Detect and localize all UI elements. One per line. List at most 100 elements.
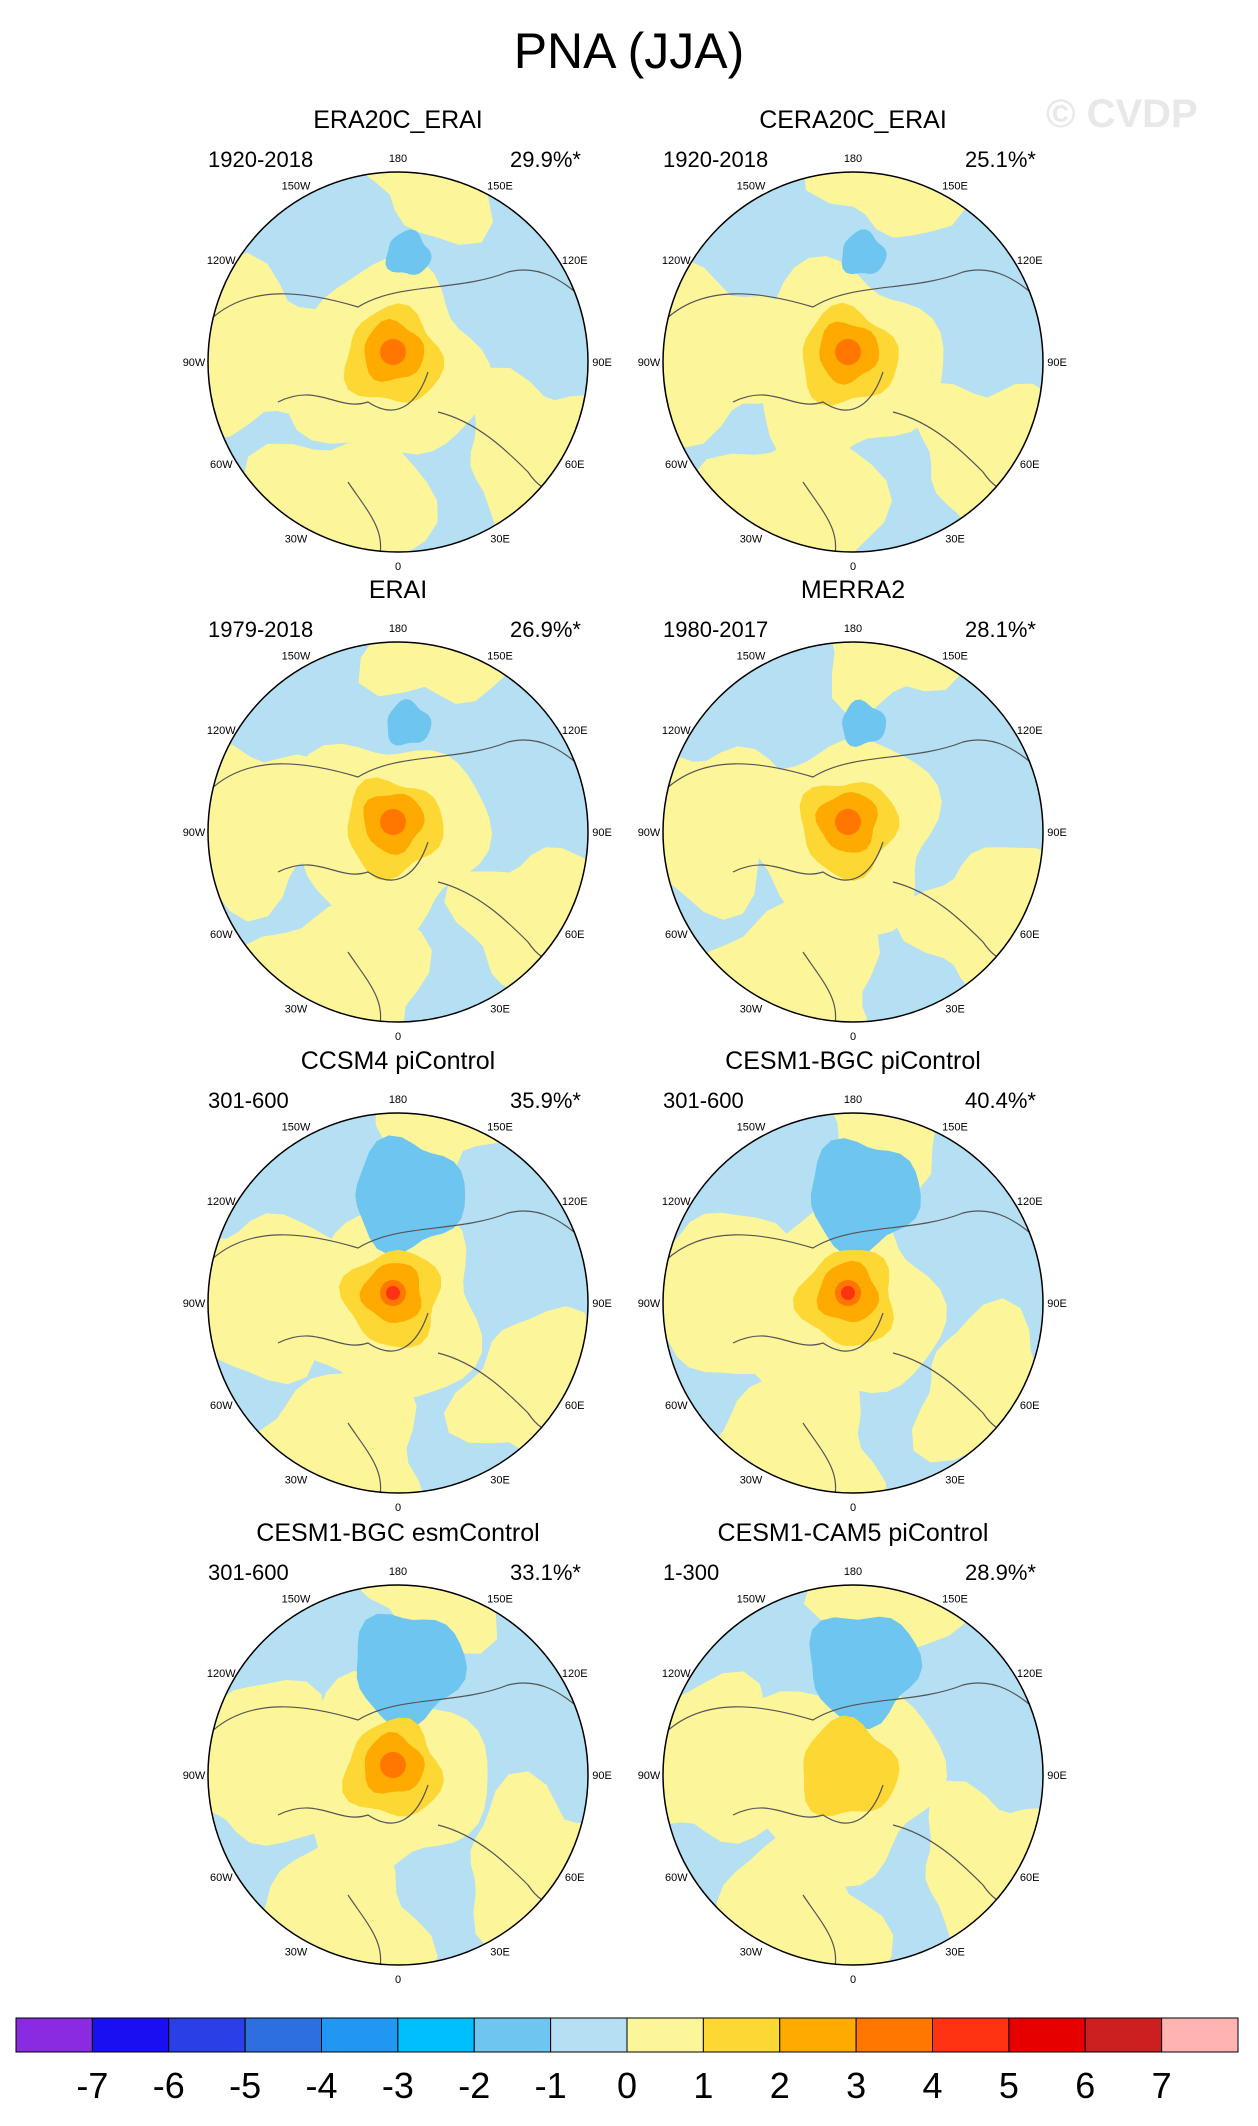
coastline-north [663,1682,1043,1736]
longitude-label: 150E [942,1121,968,1133]
panel-title: CERA20C_ERAI [759,106,947,134]
longitude-label: 90E [1047,1298,1067,1310]
colorbar-segment [473,2017,552,2053]
coastline-south [347,1422,382,1493]
positive-region-west [663,258,800,449]
longitude-label: 30W [285,1004,308,1016]
longitude-label: 60E [565,1872,585,1884]
map-panel-5: CCSM4 piControl 301-600 35.9%* 180 150E 120E 9… [183,1047,612,1514]
watermark: © CVDP [1046,92,1198,136]
positive-region-south [236,1832,438,1965]
figure-title: PNA (JJA) [513,23,745,79]
positive-region-west [208,252,347,440]
colorbar-segment [932,2017,1010,2053]
coastline-center [732,1312,884,1352]
panel-period: 1920-2018 [208,147,313,172]
longitude-label: 90W [183,827,206,839]
negative-region-trough [842,699,887,747]
longitude-label: 120W [207,1668,236,1680]
longitude-label: 150W [737,180,766,192]
positive-region-south [691,434,892,552]
colorbar-segment [321,2017,399,2053]
longitude-label: 120E [562,255,588,267]
positive-region-south [685,1364,888,1493]
longitude-label: 30E [945,1475,965,1487]
longitude-label: 150W [737,650,766,662]
colorbar-segment [91,2017,170,2053]
longitude-label: 60W [210,1400,233,1412]
colorbar-tick-label: 5 [999,2065,1019,2106]
map-border [662,1112,1044,1494]
panel-period: 301-600 [663,1088,744,1113]
map-panel-3: ERAI 1979-2018 26.9%* 180 150E 120E 90E 60E 30E 0… [183,576,612,1043]
positive-region-south [682,901,880,1022]
colorbar-segment [855,2017,933,2053]
longitude-label: 90E [592,1298,612,1310]
longitude-label: 120E [562,1668,588,1680]
longitude-label: 60E [565,1400,585,1412]
coastline-north [208,1682,588,1736]
map-field [208,172,588,552]
negative-region-trough [841,229,887,275]
coastline-south [802,481,837,552]
coastline-south [347,951,382,1022]
positive-region-south [699,1827,894,1965]
positive-region-north [804,172,966,238]
longitude-label: 90W [183,357,206,369]
longitude-label: 60E [565,459,585,471]
panel-title: CESM1-BGC esmControl [256,1519,539,1547]
negative-region-trough [387,699,432,746]
longitude-label: 0 [850,561,856,573]
colorbar-tick-label: 0 [617,2065,637,2106]
colorbar-tick-label: -6 [153,2065,185,2106]
coastline-north [663,269,1043,323]
positive-region-north [803,1585,967,1650]
map-border [207,171,589,553]
longitude-label: 30W [285,1947,308,1959]
longitude-label: 150W [282,650,311,662]
map-border [207,1584,589,1966]
longitude-label: 30E [490,1475,510,1487]
longitude-label: 0 [850,1974,856,1986]
longitude-label: 60W [665,929,688,941]
coastline-south [347,481,382,552]
positive-region-south [228,1371,427,1493]
longitude-label: 150E [487,1121,513,1133]
longitude-label: 60W [210,929,233,941]
longitude-label: 180 [389,623,407,635]
longitude-label: 30W [285,1475,308,1487]
colorbar-tick-label: -1 [535,2065,567,2106]
longitude-label: 30E [490,1004,510,1016]
contour-level-5 [841,1286,855,1300]
panel-variance: 26.9%* [510,617,581,642]
map-field [663,1113,1043,1493]
coastlines [208,1682,588,1965]
longitude-label: 30E [945,1004,965,1016]
colorbar-segment [626,2017,704,2053]
longitude-label: 90E [592,357,612,369]
longitude-label: 120E [562,725,588,737]
longitude-label: 0 [395,561,401,573]
panel-variance: 25.1%* [965,147,1036,172]
coastline-center [277,1784,429,1824]
longitude-label: 180 [389,1094,407,1106]
longitude-label: 120E [1017,255,1043,267]
longitude-label: 60E [1020,459,1040,471]
map-field [208,1113,588,1493]
longitude-label: 30W [740,1947,763,1959]
map-panel-6: CESM1-BGC piControl 301-600 40.4%* 180 150E 1… [638,1047,1067,1514]
panel-period: 301-600 [208,1088,289,1113]
longitude-label: 0 [395,1031,401,1043]
longitude-label: 120W [207,725,236,737]
map-border [207,1112,589,1494]
panel-title: CESM1-BGC piControl [725,1047,981,1075]
panel-variance: 35.9%* [510,1088,581,1113]
longitude-label: 0 [395,1502,401,1514]
longitude-label: 30E [490,534,510,546]
longitude-label: 150E [487,650,513,662]
longitude-label: 90E [1047,357,1067,369]
coastline-south [802,1894,837,1965]
longitude-label: 120W [662,725,691,737]
